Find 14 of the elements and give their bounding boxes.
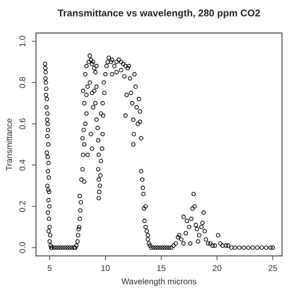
x-axis-title: Wavelength microns bbox=[121, 278, 196, 286]
y-tick-label: 0.4 bbox=[19, 160, 26, 171]
y-tick-label: 1.0 bbox=[19, 36, 26, 46]
x-tick-label: 15 bbox=[157, 265, 166, 272]
y-axis-title: Transmittance bbox=[6, 118, 12, 170]
y-tick-label: 0.2 bbox=[19, 200, 26, 212]
x-tick-label: 20 bbox=[212, 265, 222, 272]
x-tick-label: 5 bbox=[48, 265, 52, 272]
chart-title: Transmittance vs wavelength, 280 ppm CO2 bbox=[58, 9, 260, 18]
x-tick-label: 25 bbox=[268, 265, 278, 272]
y-tick-label: 0.0 bbox=[19, 242, 26, 254]
y-tick-label: 0.6 bbox=[19, 118, 26, 130]
x-tick-label: 10 bbox=[101, 265, 110, 272]
y-tick-label: 0.8 bbox=[19, 77, 26, 88]
